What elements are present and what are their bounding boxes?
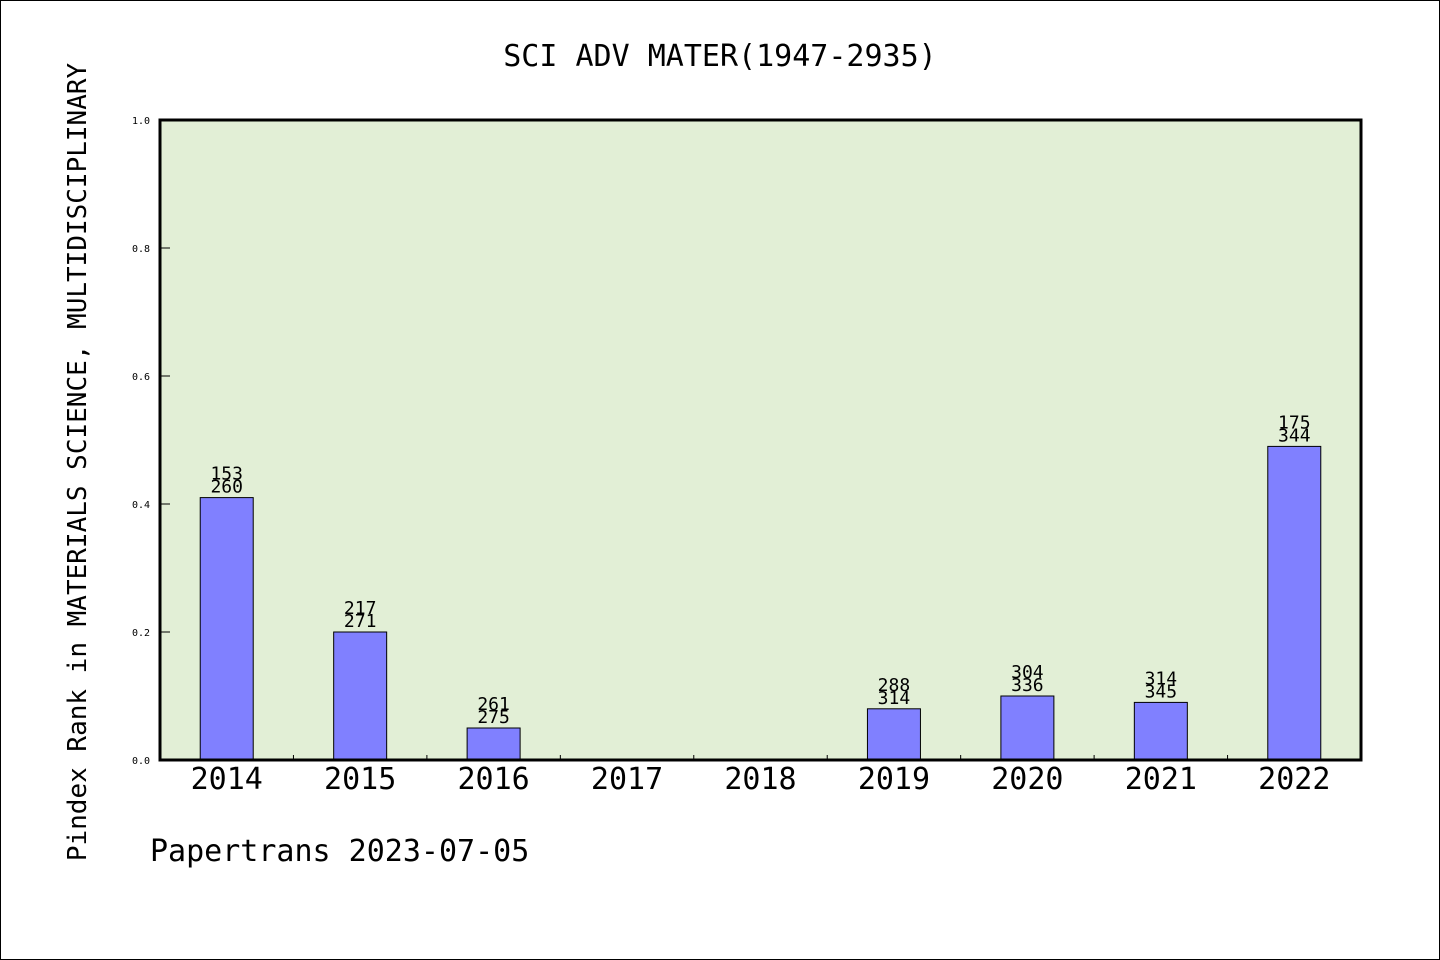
- y-tick-label: 1.0: [132, 116, 150, 127]
- chart-title: SCI ADV MATER(1947-2935): [503, 39, 936, 74]
- y-axis-label: Pindex Rank in MATERIALS SCIENCE, MULTID…: [63, 62, 93, 861]
- bar-2019: [866, 708, 921, 761]
- y-tick-label: 0.2: [132, 628, 150, 639]
- bar-2016: [466, 727, 521, 761]
- x-tick-label: 2021: [1125, 762, 1197, 797]
- x-tick-label: 2017: [591, 762, 663, 797]
- bar-label-top: 288: [878, 675, 911, 696]
- x-tick-label: 2014: [191, 762, 263, 797]
- bar-label-top: 314: [1145, 668, 1178, 689]
- bar-label-bottom: 260: [210, 477, 243, 498]
- plot-border: [158, 118, 1363, 762]
- bar-2020: [1000, 695, 1055, 761]
- x-tick-label: 2020: [991, 762, 1063, 797]
- x-tick-label: 2022: [1258, 762, 1330, 797]
- bar-label-bottom: 336: [1011, 675, 1044, 696]
- y-tick-label: 0.6: [132, 372, 150, 383]
- bar-label-top: 261: [477, 694, 510, 715]
- y-tick-label: 0.4: [132, 500, 150, 511]
- x-tick-label: 2015: [324, 762, 396, 797]
- x-tick-label: 2019: [858, 762, 930, 797]
- bar-2014: [199, 497, 254, 761]
- bar-label-top: 175: [1278, 412, 1311, 433]
- bar-label-bottom: 345: [1145, 681, 1178, 702]
- y-tick-label: 0.0: [132, 756, 150, 767]
- bar-label-top: 304: [1011, 662, 1044, 683]
- bar-label-bottom: 344: [1278, 425, 1311, 446]
- bar-label-top: 153: [210, 464, 243, 485]
- bar-label-bottom: 314: [878, 688, 911, 709]
- bar-2022: [1267, 445, 1322, 761]
- bar-2015: [333, 631, 388, 761]
- bar-label-bottom: 275: [477, 707, 510, 728]
- footer-credit: Papertrans 2023-07-05: [150, 834, 530, 869]
- bar-label-top: 217: [344, 598, 377, 619]
- x-tick-label: 2016: [457, 762, 529, 797]
- x-axis-labels: 2014 2015 2016 2017 2018 2019 2020 2021 2022: [191, 755, 1330, 797]
- x-tick-label: 2018: [724, 762, 796, 797]
- y-tick-label: 0.8: [132, 244, 150, 255]
- bar-label-bottom: 271: [344, 611, 377, 632]
- bar-2021: [1133, 701, 1188, 761]
